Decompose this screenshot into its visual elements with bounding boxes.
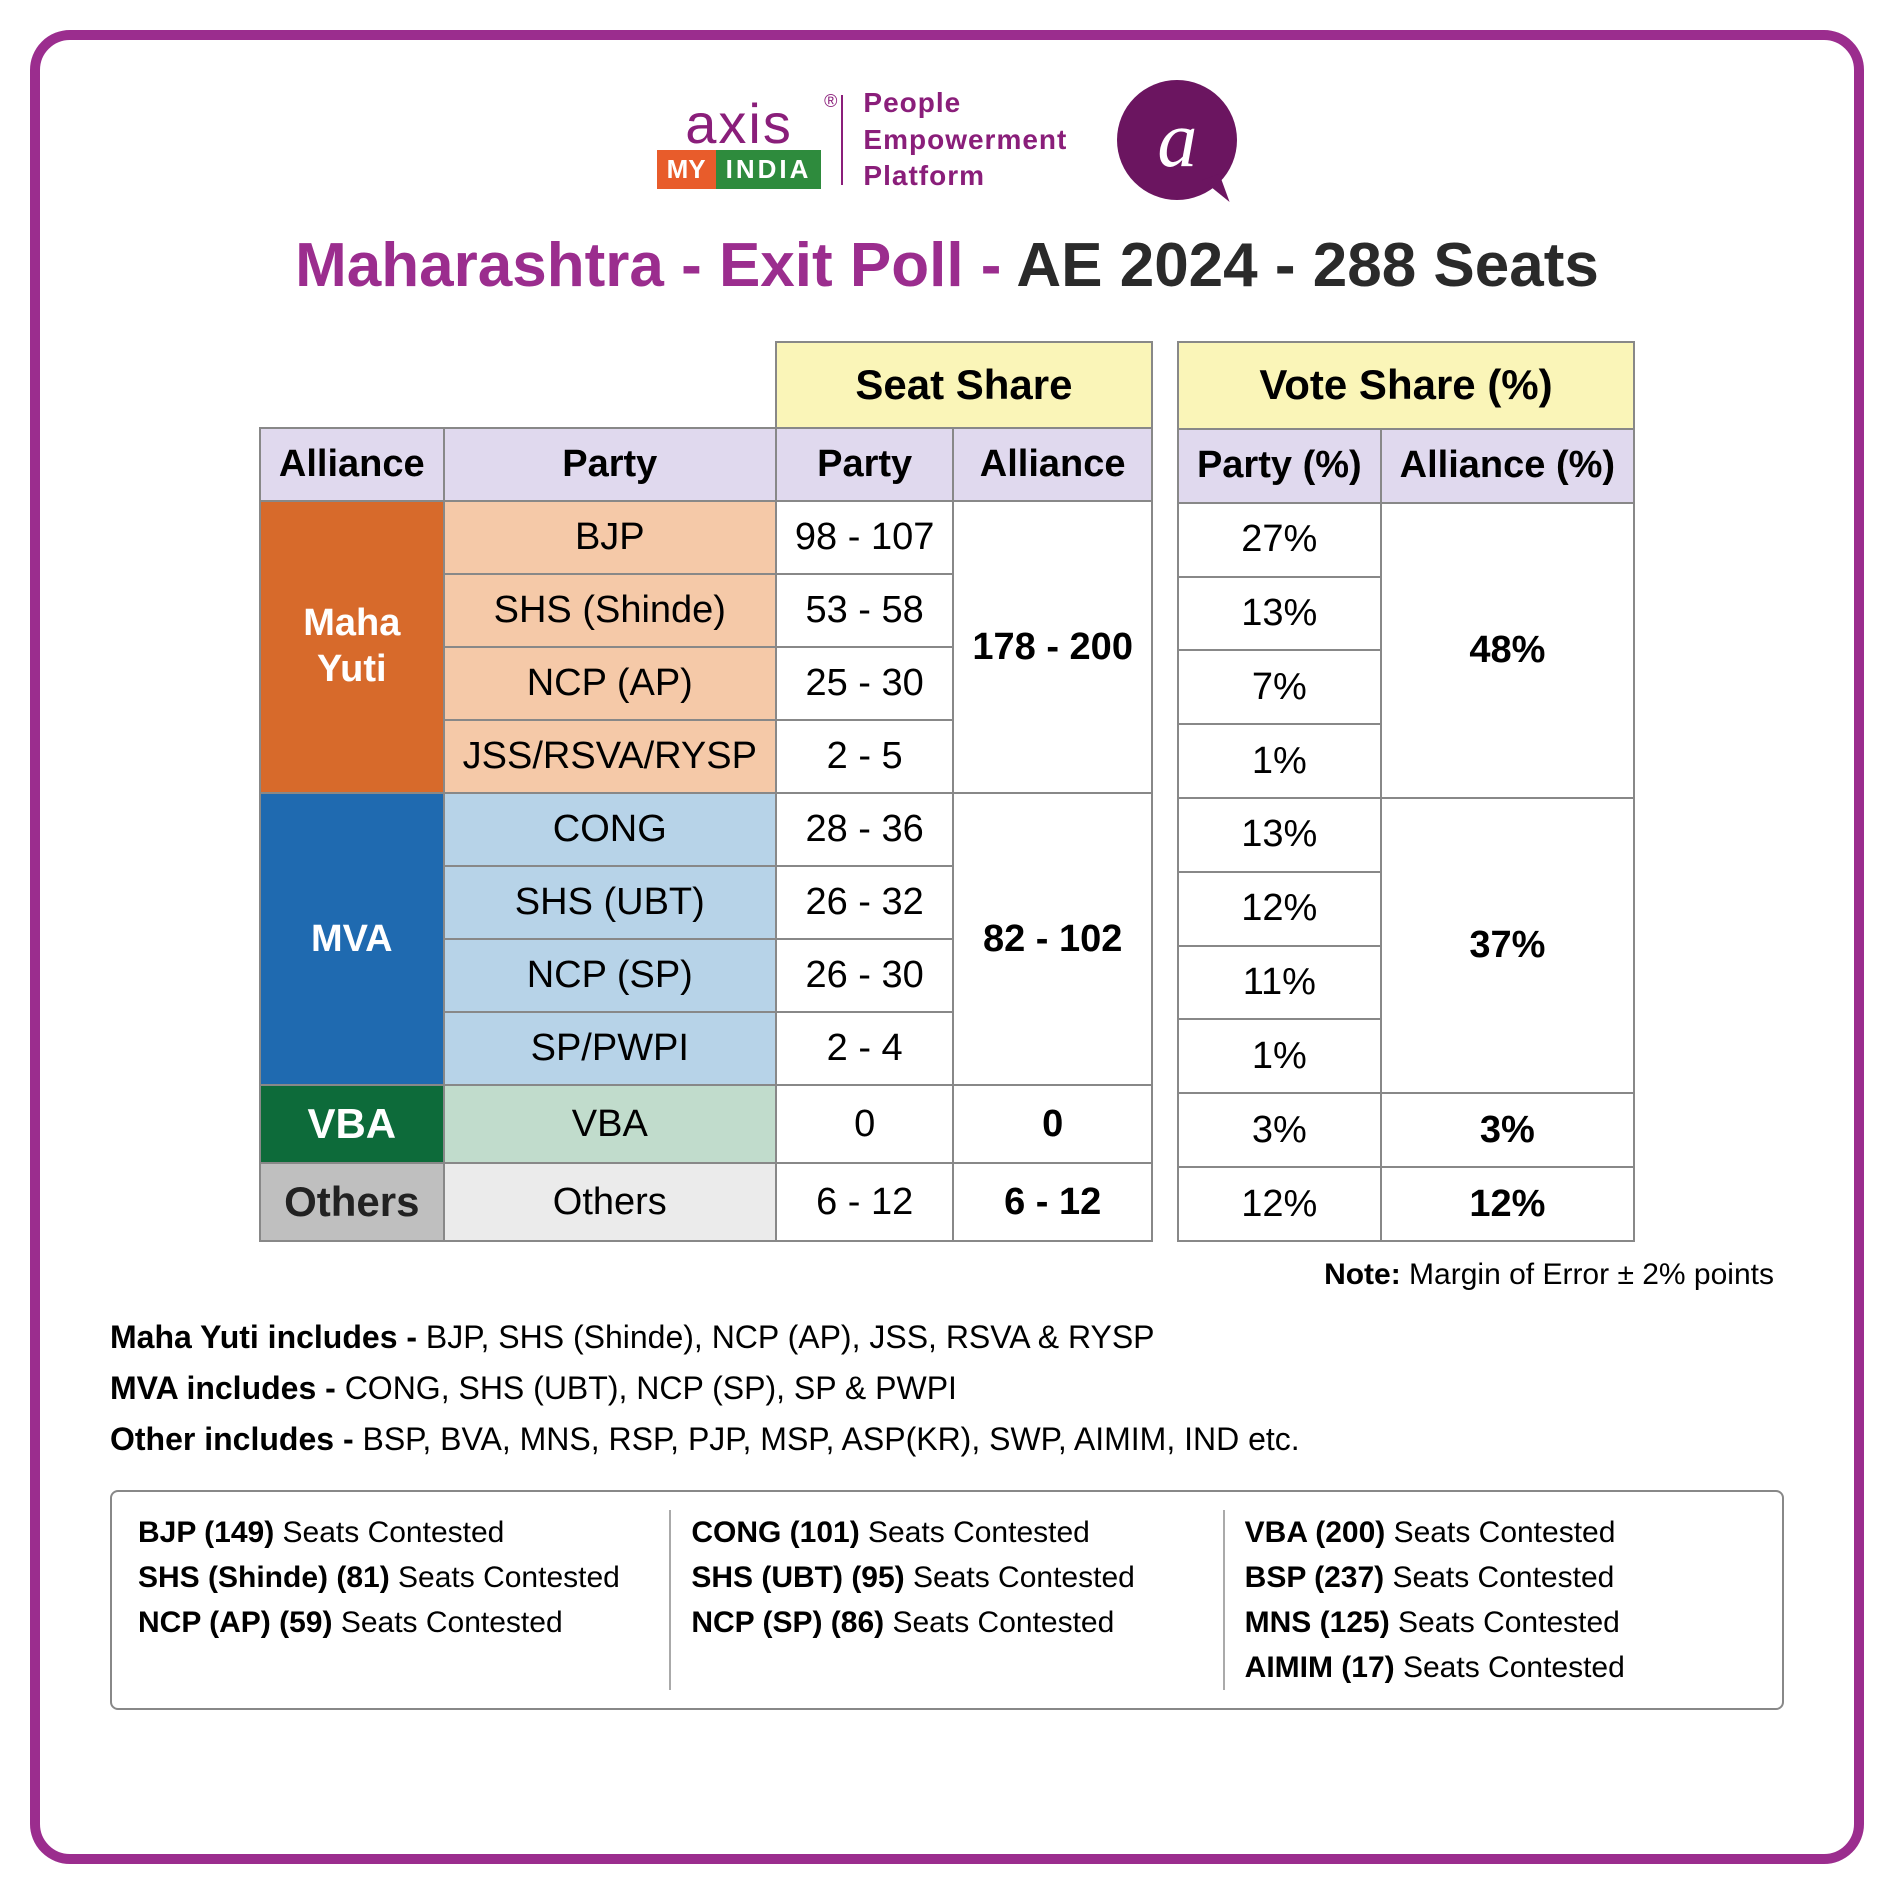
party-cell: JSS/RSVA/RYSP (444, 720, 776, 793)
seat-cell: 26 - 30 (776, 939, 953, 1012)
inc-label: Other includes - (110, 1421, 362, 1457)
seat-cell: 53 - 58 (776, 574, 953, 647)
alliance-maha-yuti: MahaYuti (260, 501, 444, 793)
axis-wordmark: axis ® (657, 91, 822, 156)
contested-row: MNS (125) Seats Contested (1245, 1600, 1756, 1645)
alliance-seat-total: 6 - 12 (953, 1163, 1152, 1241)
tagline-line2: Empowerment (863, 122, 1067, 158)
alliance-label: MahaYuti (303, 601, 400, 692)
inc-text: CONG, SHS (UBT), NCP (SP), SP & PWPI (345, 1370, 957, 1406)
contested-row: NCP (SP) (86) Seats Contested (691, 1600, 1202, 1645)
col-alliance-seat: Alliance (953, 428, 1152, 501)
includes-row: Other includes - BSP, BVA, MNS, RSP, PJP… (110, 1414, 1784, 1465)
contested-row: VBA (200) Seats Contested (1245, 1510, 1756, 1555)
vertical-divider (841, 95, 843, 185)
contested-row: BSP (237) Seats Contested (1245, 1555, 1756, 1600)
registered-icon: ® (824, 91, 839, 112)
title-part2: AE 2024 - 288 Seats (1016, 231, 1599, 300)
col-party-seat: Party (776, 428, 953, 501)
vote-share-table: Vote Share (%) Party (%) Alliance (%) 27… (1177, 341, 1635, 1242)
seat-cell: 28 - 36 (776, 793, 953, 866)
alliance-vote-total: 12% (1381, 1167, 1634, 1241)
vote-cell: 12% (1178, 872, 1381, 946)
col-party: Party (444, 428, 776, 501)
bubble-letter: a (1157, 95, 1197, 186)
vote-cell: 1% (1178, 1019, 1381, 1093)
inc-label: Maha Yuti includes - (110, 1319, 426, 1355)
contested-row: CONG (101) Seats Contested (691, 1510, 1202, 1555)
tagline-line3: Platform (863, 158, 1067, 194)
col-alliance: Alliance (260, 428, 444, 501)
vote-cell: 12% (1178, 1167, 1381, 1241)
alliance-vote-total: 48% (1381, 503, 1634, 798)
note-label: Note: (1324, 1258, 1401, 1291)
inc-text: BJP, SHS (Shinde), NCP (AP), JSS, RSVA &… (426, 1319, 1155, 1355)
title-part1: Maharashtra - Exit Poll - (295, 231, 1016, 300)
page-title: Maharashtra - Exit Poll - AE 2024 - 288 … (110, 230, 1784, 301)
alliance-mva: MVA (260, 793, 444, 1085)
vote-cell: 13% (1178, 577, 1381, 651)
seats-contested-box: BJP (149) Seats ContestedSHS (Shinde) (8… (110, 1490, 1784, 1710)
party-cell: SHS (UBT) (444, 866, 776, 939)
axis-logo: axis ® MY INDIA (657, 91, 822, 189)
alliance-others: Others (260, 1163, 444, 1241)
party-cell: SP/PWPI (444, 1012, 776, 1085)
seat-cell: 2 - 5 (776, 720, 953, 793)
seat-share-table: Seat Share Alliance Party Party Alliance… (259, 341, 1153, 1242)
brand-bubble-icon: a (1117, 80, 1237, 200)
vote-cell: 11% (1178, 946, 1381, 1020)
vote-share-header: Vote Share (%) (1178, 342, 1634, 429)
col-alliance-pct: Alliance (%) (1381, 429, 1634, 503)
seat-cell: 0 (776, 1085, 953, 1163)
party-cell: NCP (AP) (444, 647, 776, 720)
alliance-vote-total: 37% (1381, 798, 1634, 1093)
seat-cell: 2 - 4 (776, 1012, 953, 1085)
contested-row: AIMIM (17) Seats Contested (1245, 1645, 1756, 1690)
includes-row: Maha Yuti includes - BJP, SHS (Shinde), … (110, 1312, 1784, 1363)
seat-cell: 6 - 12 (776, 1163, 953, 1241)
party-cell: SHS (Shinde) (444, 574, 776, 647)
seat-share-header: Seat Share (776, 342, 1152, 428)
alliance-vba: VBA (260, 1085, 444, 1163)
seat-cell: 98 - 107 (776, 501, 953, 574)
logo-block: axis ® MY INDIA People Empowerment Platf… (657, 85, 1068, 194)
contested-row: SHS (Shinde) (81) Seats Contested (138, 1555, 649, 1600)
contested-column: VBA (200) Seats ContestedBSP (237) Seats… (1245, 1510, 1756, 1690)
includes-row: MVA includes - CONG, SHS (UBT), NCP (SP)… (110, 1363, 1784, 1414)
contested-row: NCP (AP) (59) Seats Contested (138, 1600, 649, 1645)
alliance-seat-total: 178 - 200 (953, 501, 1152, 793)
contested-column: CONG (101) Seats ContestedSHS (UBT) (95)… (691, 1510, 1224, 1690)
seat-cell: 25 - 30 (776, 647, 953, 720)
party-cell: Others (444, 1163, 776, 1241)
seat-cell: 26 - 32 (776, 866, 953, 939)
inc-label: MVA includes - (110, 1370, 345, 1406)
party-cell: BJP (444, 501, 776, 574)
tagline: People Empowerment Platform (863, 85, 1067, 194)
contested-row: BJP (149) Seats Contested (138, 1510, 649, 1555)
alliance-seat-total: 0 (953, 1085, 1152, 1163)
header: axis ® MY INDIA People Empowerment Platf… (110, 80, 1784, 200)
vote-cell: 27% (1178, 503, 1381, 577)
party-cell: NCP (SP) (444, 939, 776, 1012)
axis-text: axis (685, 92, 793, 155)
party-cell: VBA (444, 1085, 776, 1163)
alliance-vote-total: 3% (1381, 1093, 1634, 1167)
tables-container: Seat Share Alliance Party Party Alliance… (110, 341, 1784, 1242)
party-cell: CONG (444, 793, 776, 866)
includes-block: Maha Yuti includes - BJP, SHS (Shinde), … (110, 1312, 1784, 1466)
contested-row: SHS (UBT) (95) Seats Contested (691, 1555, 1202, 1600)
vote-cell: 13% (1178, 798, 1381, 872)
contested-column: BJP (149) Seats ContestedSHS (Shinde) (8… (138, 1510, 671, 1690)
col-party-pct: Party (%) (1178, 429, 1381, 503)
inc-text: BSP, BVA, MNS, RSP, PJP, MSP, ASP(KR), S… (362, 1421, 1299, 1457)
vote-cell: 3% (1178, 1093, 1381, 1167)
margin-note: Note: Margin of Error ± 2% points (110, 1258, 1784, 1292)
tagline-line1: People (863, 85, 1067, 121)
alliance-seat-total: 82 - 102 (953, 793, 1152, 1085)
poll-card: axis ® MY INDIA People Empowerment Platf… (30, 30, 1864, 1864)
vote-cell: 1% (1178, 724, 1381, 798)
vote-cell: 7% (1178, 650, 1381, 724)
note-text: Margin of Error ± 2% points (1401, 1258, 1774, 1291)
